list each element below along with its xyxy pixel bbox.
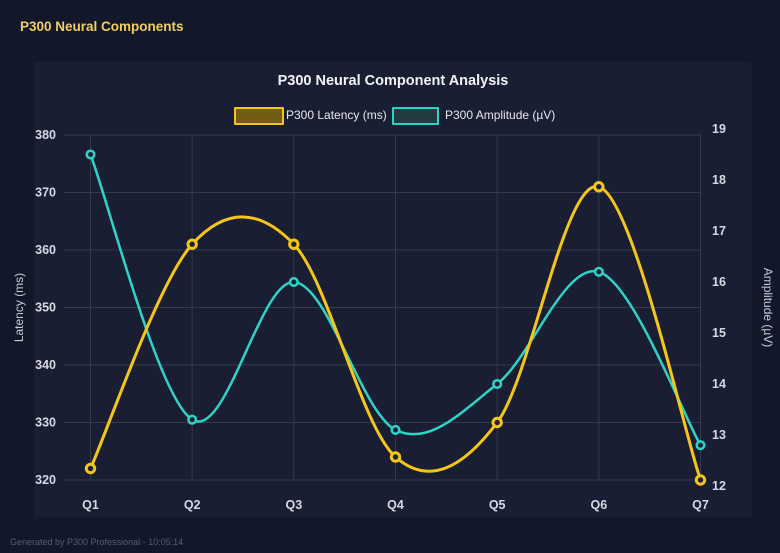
svg-text:Amplitude (µV): Amplitude (µV) [761,268,775,348]
svg-text:12: 12 [712,479,726,493]
svg-text:380: 380 [35,128,56,142]
svg-text:Q4: Q4 [387,498,404,512]
svg-text:Q6: Q6 [590,498,607,512]
svg-text:16: 16 [712,275,726,289]
svg-text:Q7: Q7 [692,498,709,512]
svg-text:Q5: Q5 [489,498,506,512]
svg-text:18: 18 [712,173,726,187]
svg-text:Latency (ms): Latency (ms) [12,273,26,342]
svg-text:19: 19 [712,122,726,136]
svg-text:320: 320 [35,473,56,487]
svg-text:330: 330 [35,416,56,430]
svg-text:Q1: Q1 [82,498,99,512]
svg-text:17: 17 [712,224,726,238]
svg-text:340: 340 [35,358,56,372]
svg-text:370: 370 [35,186,56,200]
svg-text:15: 15 [712,326,726,340]
svg-text:13: 13 [712,428,726,442]
svg-text:Q2: Q2 [184,498,201,512]
svg-text:Q3: Q3 [285,498,302,512]
svg-text:14: 14 [712,377,726,391]
svg-text:350: 350 [35,301,56,315]
svg-text:360: 360 [35,243,56,257]
